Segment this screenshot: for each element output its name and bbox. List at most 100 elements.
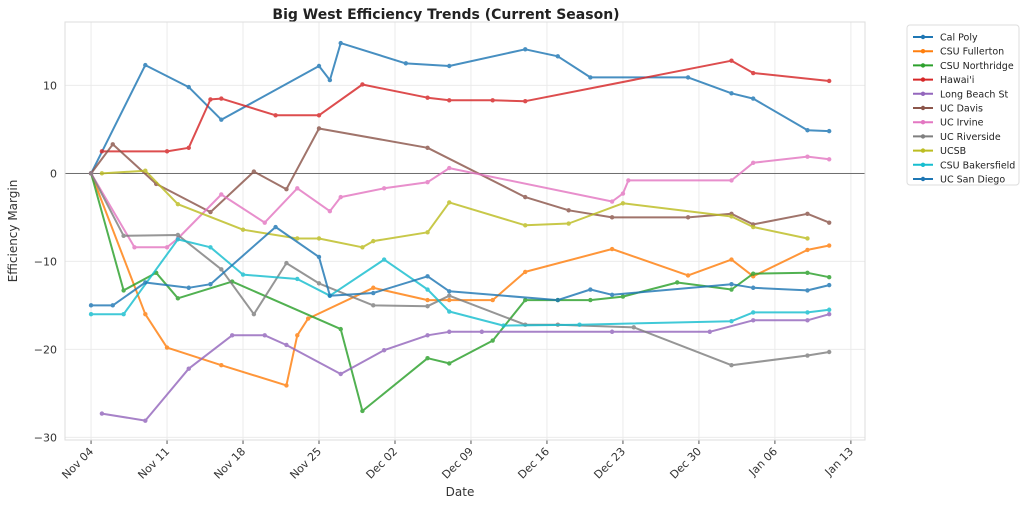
- data-point: [750, 224, 756, 230]
- data-point: [338, 194, 343, 200]
- data-point: [175, 201, 181, 207]
- data-point: [588, 297, 593, 303]
- data-point: [316, 254, 322, 260]
- series-line: [101, 59, 830, 153]
- data-point: [284, 187, 289, 192]
- data-point: [219, 363, 224, 368]
- data-point: [88, 171, 94, 176]
- data-point: [219, 192, 224, 197]
- data-point: [360, 408, 365, 414]
- y-tick-label: −10: [34, 255, 57, 268]
- data-point: [262, 220, 267, 225]
- data-point: [360, 82, 365, 87]
- series-cal-poly: [88, 40, 832, 176]
- data-point: [425, 145, 430, 151]
- x-tick-label: Nov 04: [59, 445, 96, 482]
- data-point: [143, 311, 148, 317]
- data-point: [295, 333, 300, 338]
- data-point: [750, 318, 756, 323]
- data-point: [626, 178, 631, 183]
- data-point: [577, 322, 582, 327]
- data-point: [295, 276, 300, 282]
- data-point: [143, 62, 148, 68]
- legend-swatch-marker: [920, 77, 926, 82]
- legend: Cal Poly CSU Fullerton CSU Northridge Hawai…: [906, 24, 1020, 186]
- legend-swatch-marker: [920, 162, 926, 167]
- series-uc-riverside: [88, 171, 832, 368]
- data-point: [425, 333, 430, 338]
- data-point: [447, 309, 452, 314]
- data-point: [121, 233, 126, 239]
- plot-frame: [64, 21, 866, 441]
- data-point: [826, 78, 832, 84]
- series-line: [90, 127, 830, 226]
- data-point: [523, 194, 528, 200]
- legend-label: Hawai'i: [940, 75, 974, 86]
- data-point: [208, 97, 213, 102]
- data-point: [164, 345, 170, 350]
- legend-swatch-marker: [920, 120, 926, 125]
- data-point: [588, 287, 593, 292]
- x-tick-label: Jan 13: [822, 445, 856, 479]
- data-point: [501, 323, 506, 328]
- data-point: [175, 296, 181, 301]
- data-point: [826, 157, 832, 162]
- data-point: [523, 269, 528, 275]
- data-point: [295, 186, 300, 191]
- data-point: [403, 61, 409, 66]
- data-point: [479, 329, 485, 334]
- data-point: [316, 126, 322, 131]
- data-point: [805, 236, 810, 241]
- data-point: [240, 272, 246, 277]
- data-point: [566, 208, 571, 213]
- data-point: [164, 149, 170, 154]
- x-tick-label: Dec 30: [667, 445, 704, 482]
- data-point: [490, 98, 495, 103]
- legend-label: UC San Diego: [940, 175, 1005, 186]
- data-point: [99, 171, 105, 176]
- legend-label: UCSB: [940, 146, 966, 157]
- data-point: [750, 271, 756, 276]
- data-point: [381, 348, 387, 353]
- data-point: [675, 280, 680, 285]
- y-tick-label: 10: [43, 79, 57, 92]
- data-point: [750, 285, 756, 290]
- data-point: [826, 311, 832, 317]
- data-point: [88, 311, 94, 317]
- data-point: [295, 236, 300, 241]
- data-point: [805, 288, 810, 293]
- legend-swatch-marker: [920, 34, 926, 40]
- series-line: [90, 172, 830, 367]
- data-point: [240, 227, 246, 232]
- data-point: [620, 294, 626, 299]
- data-point: [620, 201, 626, 206]
- x-tick-label: Jan 06: [746, 445, 780, 479]
- data-point: [305, 316, 311, 321]
- data-point: [447, 200, 452, 205]
- data-point: [805, 353, 810, 358]
- y-axis-label: Efficiency Margin: [6, 180, 20, 283]
- data-point: [425, 304, 430, 309]
- data-point: [99, 411, 105, 416]
- legend-label: UC Riverside: [940, 132, 1001, 143]
- data-point: [826, 282, 832, 288]
- data-point: [729, 257, 734, 262]
- series-uc-davis: [88, 126, 832, 227]
- x-tick-label: Nov 18: [211, 445, 248, 482]
- data-point: [121, 311, 126, 317]
- legend-swatch-marker: [920, 148, 926, 153]
- data-point: [805, 270, 810, 275]
- legend-box: [906, 24, 1020, 186]
- data-point: [447, 297, 452, 303]
- data-point: [208, 282, 213, 287]
- data-point: [371, 285, 376, 290]
- data-point: [447, 289, 452, 294]
- data-point: [685, 273, 691, 278]
- data-point: [338, 326, 343, 332]
- plot-area: [65, 40, 865, 423]
- axes: Nov 04 Nov 11 Nov 18 Nov 25 Dec 02 Dec 09 Dec …: [34, 21, 866, 482]
- data-point: [99, 149, 105, 154]
- data-point: [175, 237, 181, 242]
- data-point: [381, 186, 387, 191]
